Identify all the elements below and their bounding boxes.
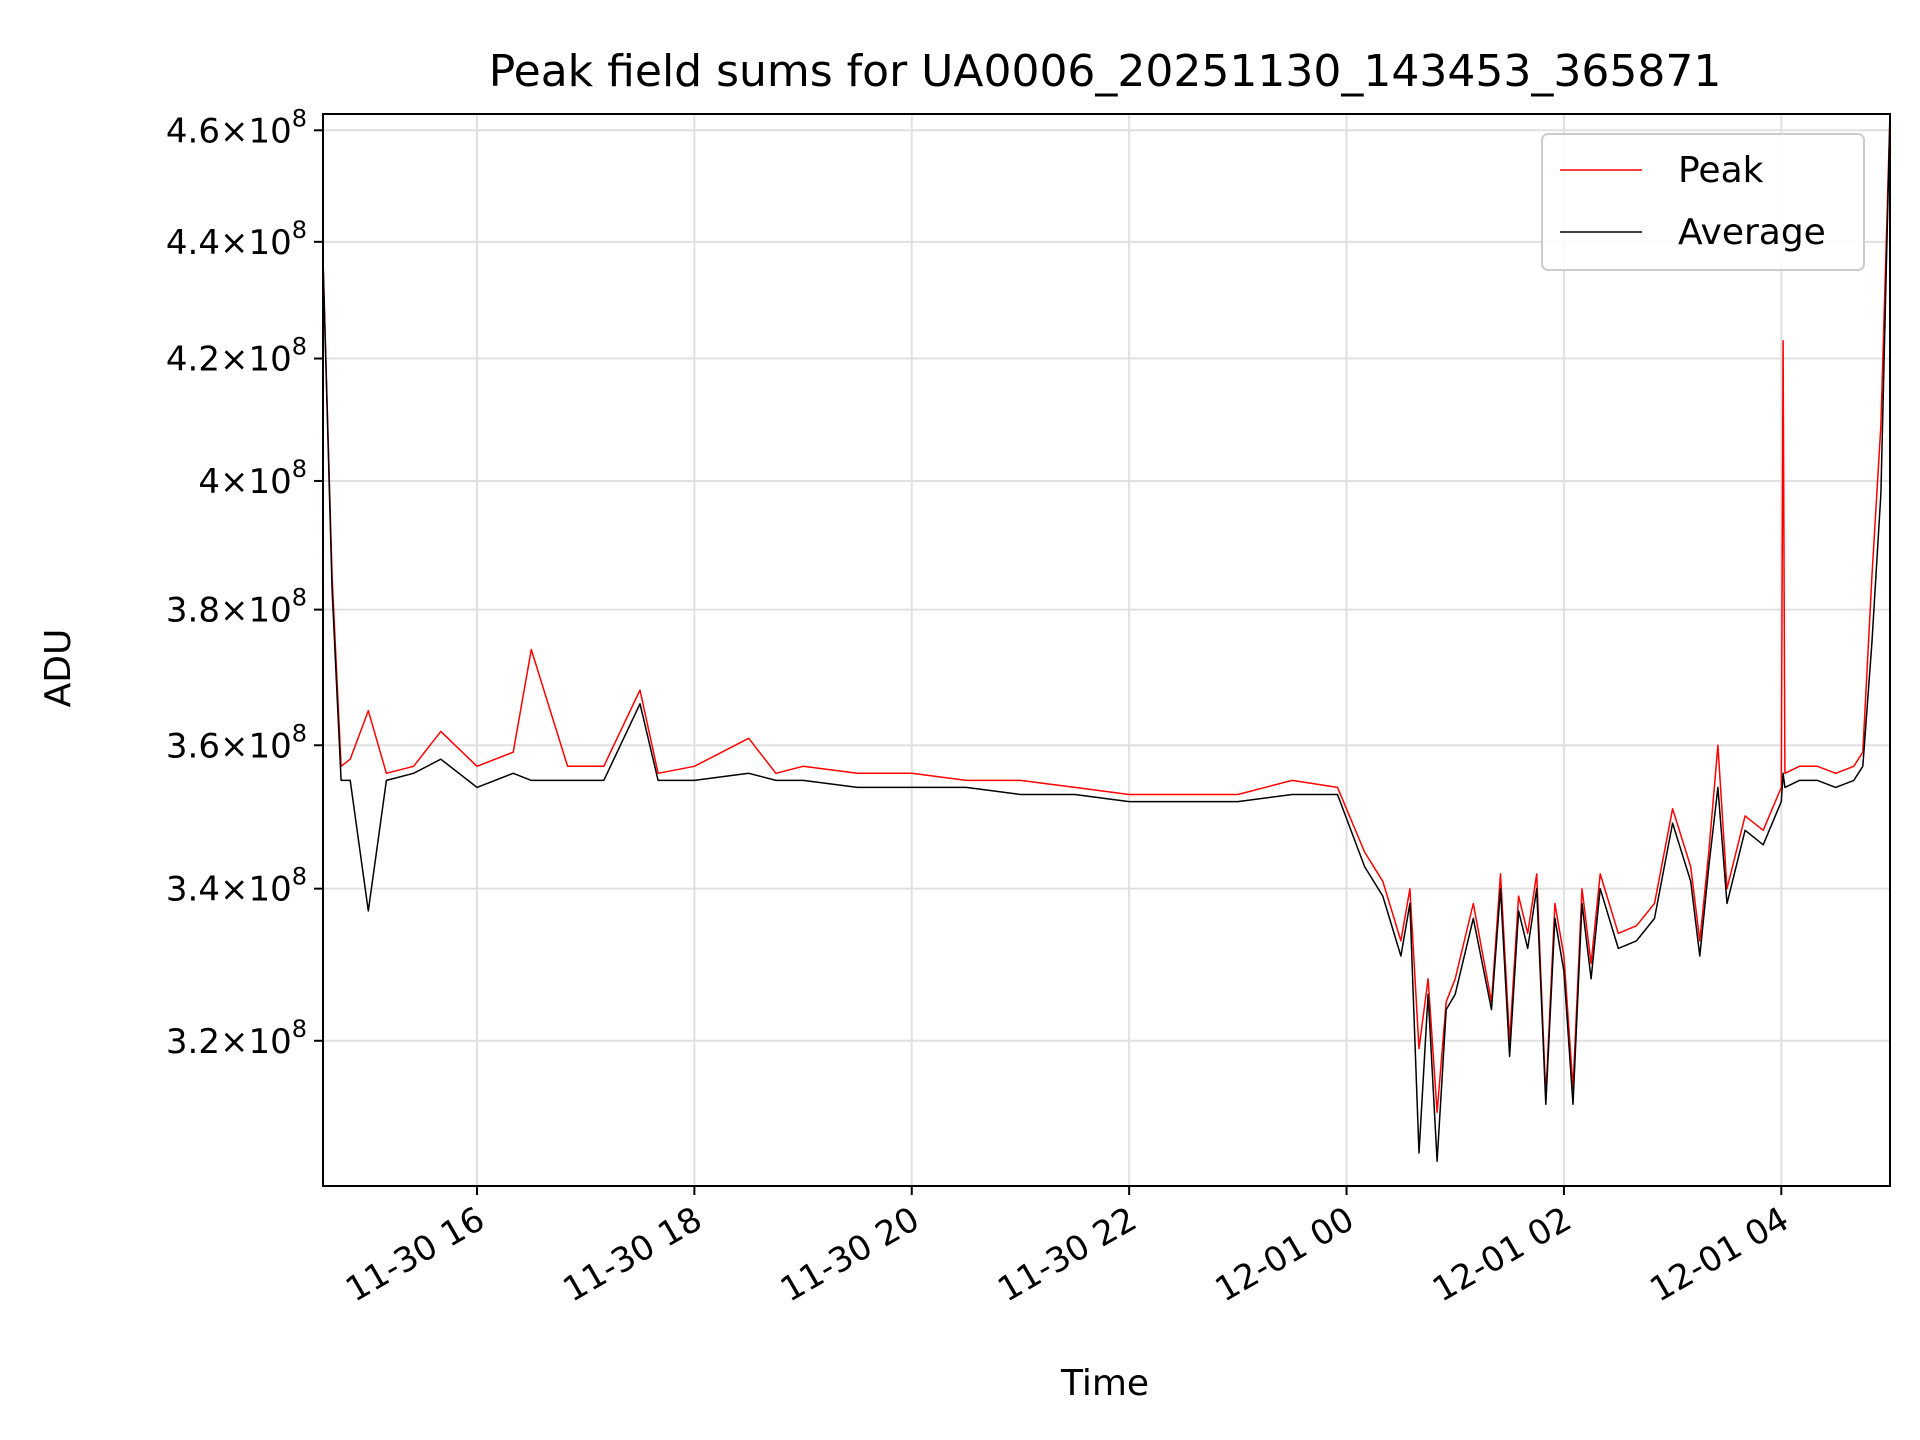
y-tick-label: 3.6×108 — [166, 719, 307, 766]
y-tick-label: 4.6×108 — [166, 104, 307, 151]
legend-label-average: Average — [1678, 212, 1826, 253]
y-tick-label: 3.2×108 — [166, 1015, 307, 1062]
series-line-average — [323, 114, 1890, 1162]
legend-frame — [1541, 133, 1865, 271]
series-line-peak — [323, 114, 1890, 1114]
y-tick-label: 4.4×108 — [166, 216, 307, 263]
y-tick-label: 4×108 — [198, 455, 307, 502]
legend-label-peak: Peak — [1678, 150, 1764, 191]
y-tick-label: 3.8×108 — [166, 584, 307, 631]
x-axis-label: Time — [1060, 1363, 1149, 1404]
chart-title: Peak field sums for UA0006_20251130_1434… — [489, 46, 1722, 97]
y-tick-label: 3.4×108 — [166, 863, 307, 910]
legend: Peak Average — [1541, 133, 1865, 271]
plot-frame — [322, 113, 1891, 1187]
series-lines — [323, 114, 1890, 1162]
y-tick-label: 4.2×108 — [166, 333, 307, 380]
y-axis-label: ADU — [38, 629, 79, 708]
y-axis-ticks: 3.2×108 3.4×108 3.6×108 3.8×108 4×108 4.2×108… — [166, 104, 323, 1062]
